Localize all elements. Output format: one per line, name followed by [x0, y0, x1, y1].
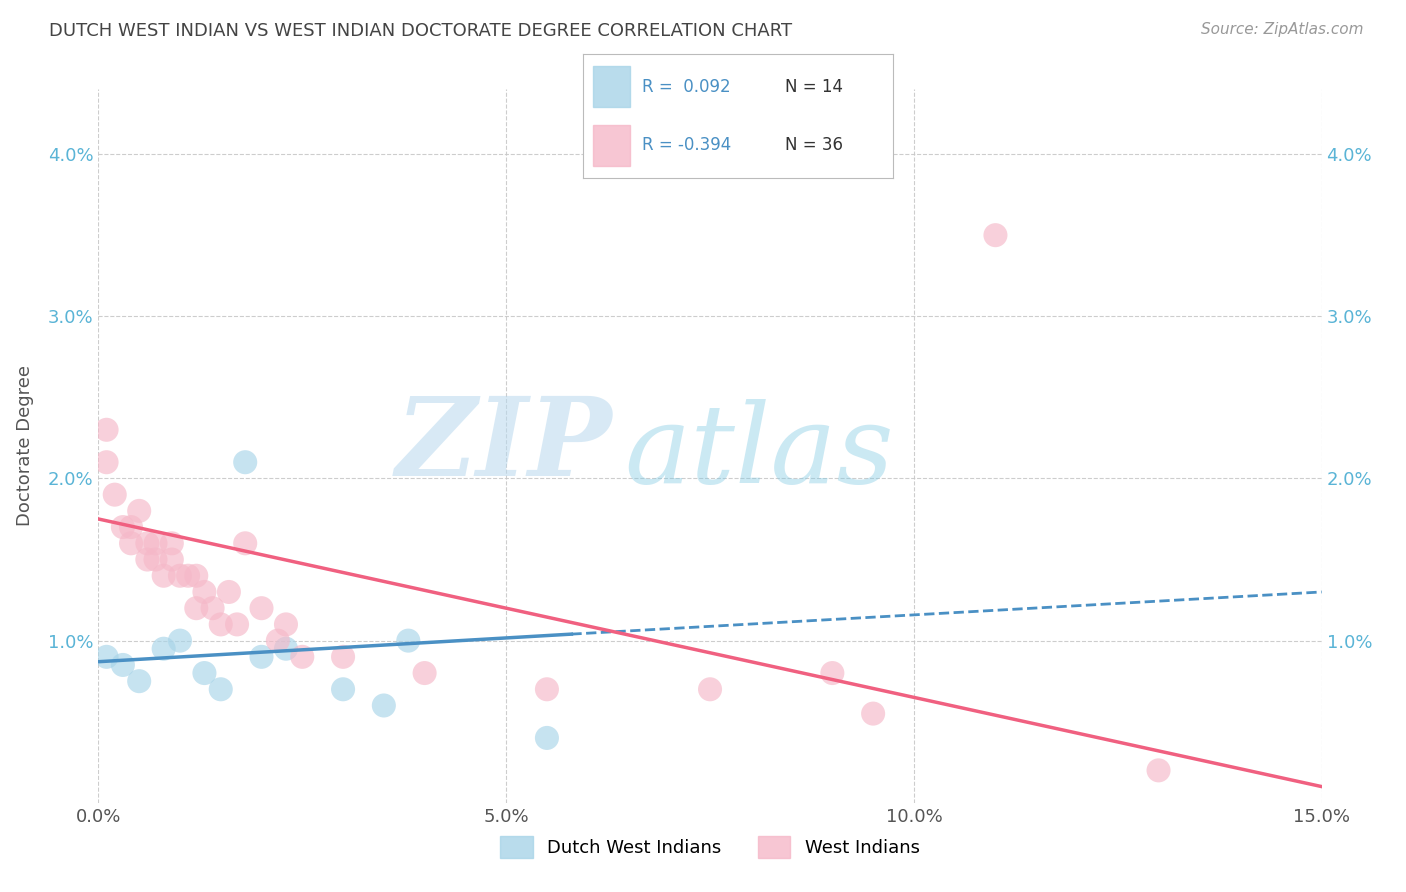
- Text: R =  0.092: R = 0.092: [643, 78, 731, 96]
- Point: [332, 682, 354, 697]
- Point: [536, 731, 558, 745]
- Point: [128, 674, 150, 689]
- Point: [1147, 764, 1170, 778]
- Point: [96, 423, 118, 437]
- Point: [160, 536, 183, 550]
- Point: [201, 601, 224, 615]
- Point: [233, 536, 256, 550]
- Point: [111, 657, 134, 672]
- Point: [111, 520, 134, 534]
- Point: [209, 617, 232, 632]
- Point: [267, 633, 290, 648]
- Point: [104, 488, 127, 502]
- Point: [699, 682, 721, 697]
- Point: [250, 601, 273, 615]
- Point: [186, 601, 208, 615]
- Point: [136, 536, 159, 550]
- Point: [291, 649, 314, 664]
- Point: [136, 552, 159, 566]
- Point: [120, 520, 142, 534]
- Point: [152, 641, 174, 656]
- Point: [209, 682, 232, 697]
- Point: [274, 617, 297, 632]
- Text: atlas: atlas: [624, 400, 894, 507]
- Point: [160, 552, 183, 566]
- Bar: [593, 125, 630, 166]
- Text: N = 36: N = 36: [785, 136, 842, 153]
- Y-axis label: Doctorate Degree: Doctorate Degree: [15, 366, 34, 526]
- Point: [177, 568, 200, 582]
- Point: [984, 228, 1007, 243]
- Point: [233, 455, 256, 469]
- Point: [169, 633, 191, 648]
- Point: [169, 568, 191, 582]
- Point: [218, 585, 240, 599]
- Text: R = -0.394: R = -0.394: [643, 136, 731, 153]
- Point: [413, 666, 436, 681]
- Point: [193, 666, 215, 681]
- Point: [332, 649, 354, 664]
- Point: [120, 536, 142, 550]
- Point: [145, 536, 167, 550]
- Point: [274, 641, 297, 656]
- Point: [152, 568, 174, 582]
- Point: [226, 617, 249, 632]
- Text: N = 14: N = 14: [785, 78, 842, 96]
- Point: [821, 666, 844, 681]
- Point: [193, 585, 215, 599]
- Point: [96, 649, 118, 664]
- Point: [396, 633, 419, 648]
- Point: [145, 552, 167, 566]
- Point: [373, 698, 395, 713]
- Text: Source: ZipAtlas.com: Source: ZipAtlas.com: [1201, 22, 1364, 37]
- Point: [536, 682, 558, 697]
- Legend: Dutch West Indians, West Indians: Dutch West Indians, West Indians: [494, 829, 927, 865]
- Point: [96, 455, 118, 469]
- Bar: [593, 66, 630, 107]
- Text: DUTCH WEST INDIAN VS WEST INDIAN DOCTORATE DEGREE CORRELATION CHART: DUTCH WEST INDIAN VS WEST INDIAN DOCTORA…: [49, 22, 793, 40]
- Point: [128, 504, 150, 518]
- Text: ZIP: ZIP: [395, 392, 612, 500]
- Point: [186, 568, 208, 582]
- Point: [250, 649, 273, 664]
- Point: [862, 706, 884, 721]
